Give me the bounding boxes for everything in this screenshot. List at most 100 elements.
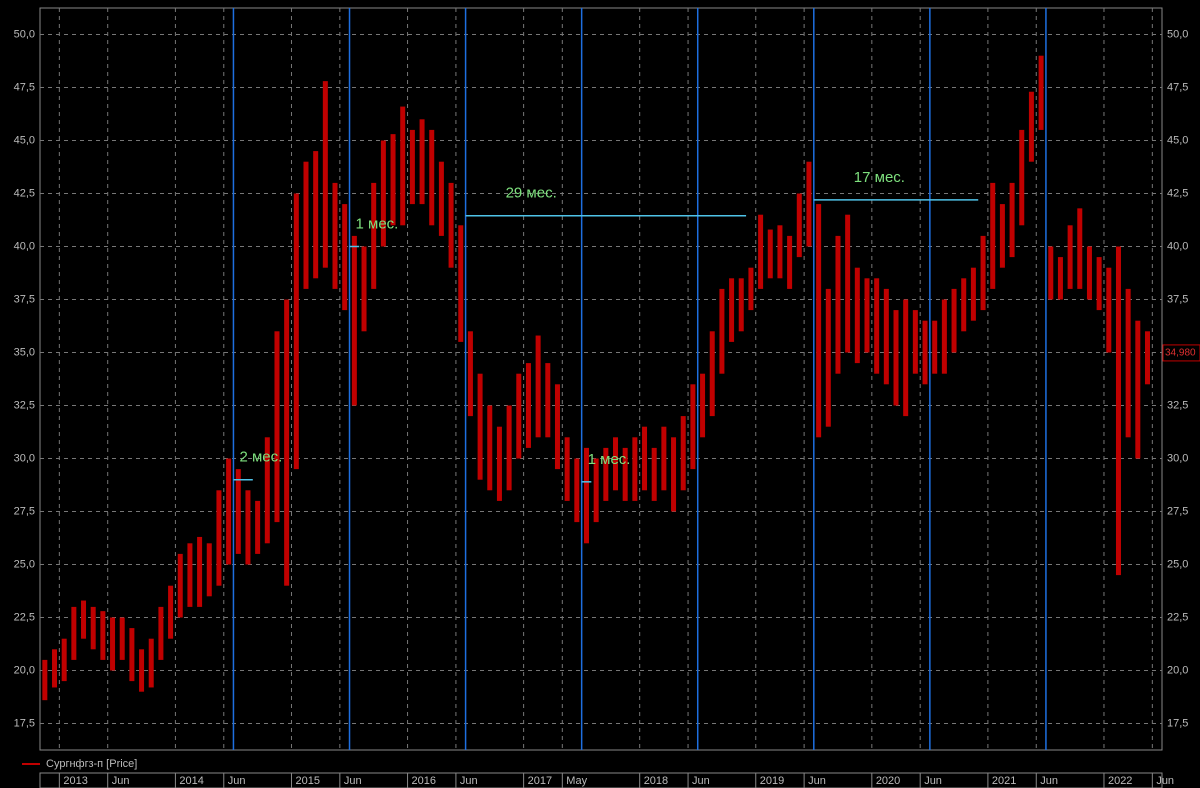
annotation-label: 2 мес.	[239, 449, 282, 466]
price-bar	[293, 193, 299, 470]
y-tick-label-right: 50,0	[1167, 28, 1188, 40]
price-bar	[719, 288, 725, 374]
price-bar	[554, 384, 560, 470]
y-tick-label-right: 30,0	[1167, 452, 1188, 464]
y-tick-label: 27,5	[14, 505, 35, 517]
price-bar	[1067, 225, 1073, 289]
price-bar	[980, 235, 986, 311]
price-bar	[1086, 246, 1092, 300]
price-bar	[274, 331, 280, 523]
price-bar	[748, 267, 754, 311]
price-bar	[284, 299, 290, 586]
price-bar	[970, 267, 976, 321]
price-bar	[777, 225, 783, 279]
price-bar	[477, 373, 483, 480]
price-bar	[893, 310, 899, 406]
annotation-label: 29 мес.	[506, 185, 557, 202]
y-tick-label: 22,5	[14, 611, 35, 623]
y-tick-label: 35,0	[14, 346, 35, 358]
x-tick-label: Jun	[228, 775, 246, 787]
price-bar	[216, 490, 222, 586]
x-tick-label: 2019	[760, 775, 784, 787]
price-bar	[632, 437, 638, 501]
price-bar	[419, 119, 425, 205]
price-bar	[951, 288, 957, 353]
price-bar	[467, 331, 473, 417]
x-tick-label: 2021	[992, 775, 1016, 787]
price-bar	[264, 437, 270, 544]
price-bar	[700, 373, 706, 438]
price-bar	[177, 553, 183, 618]
price-bar	[990, 182, 996, 289]
price-bar	[1009, 182, 1015, 258]
price-bar	[941, 299, 947, 374]
price-bar	[535, 335, 541, 438]
x-tick-label: 2016	[412, 775, 436, 787]
price-bar	[255, 500, 261, 554]
price-bar	[661, 426, 667, 491]
price-bar	[42, 659, 48, 701]
y-tick-label-right: 37,5	[1167, 293, 1188, 305]
price-bar	[351, 235, 357, 406]
price-bar	[342, 204, 348, 311]
plot-frame	[39, 7, 1163, 751]
price-bar	[187, 543, 193, 607]
price-bar	[206, 543, 212, 597]
annotation-label: 1 мес.	[356, 215, 399, 232]
price-bar	[332, 182, 338, 289]
price-bar	[1135, 320, 1141, 459]
price-bar	[148, 638, 154, 688]
price-bar	[642, 426, 648, 491]
price-bar	[1106, 267, 1112, 353]
y-tick-label: 17,5	[14, 717, 35, 729]
price-bar	[1038, 55, 1044, 130]
x-tick-label: 2018	[644, 775, 668, 787]
price-bar	[1057, 257, 1063, 300]
price-bar	[883, 288, 889, 385]
x-tick-label: 2017	[528, 775, 552, 787]
y-tick-label: 37,5	[14, 293, 35, 305]
price-bar	[110, 617, 116, 671]
annotation-label: 1 мес.	[588, 451, 631, 468]
y-tick-label-right: 32,5	[1167, 399, 1188, 411]
price-bar	[1019, 129, 1025, 226]
price-bar	[922, 320, 928, 385]
price-bar	[729, 278, 735, 342]
price-bar	[912, 310, 918, 374]
y-tick-label: 32,5	[14, 399, 35, 411]
price-bar	[680, 416, 686, 491]
y-tick-label-right: 45,0	[1167, 134, 1188, 146]
price-bar	[90, 606, 96, 650]
y-tick-label-right: 22,5	[1167, 611, 1188, 623]
price-bar	[235, 469, 241, 554]
price-bar	[361, 246, 367, 332]
x-tick-label: Jun	[344, 775, 362, 787]
price-bar	[903, 299, 909, 417]
price-bar	[1144, 331, 1150, 385]
price-bar	[758, 214, 764, 289]
price-bar	[671, 437, 677, 512]
y-tick-label: 42,5	[14, 187, 35, 199]
price-bar	[1115, 246, 1121, 576]
price-bar	[129, 628, 135, 682]
y-tick-label-right: 42,5	[1167, 187, 1188, 199]
price-bar	[371, 182, 377, 289]
x-tick-label: 2015	[295, 775, 319, 787]
price-bar	[119, 617, 125, 660]
y-tick-label-right: 47,5	[1167, 81, 1188, 93]
y-tick-label: 25,0	[14, 558, 35, 570]
price-bar	[574, 458, 580, 523]
price-bar	[709, 331, 715, 417]
price-bar	[835, 235, 841, 374]
price-bar	[999, 204, 1005, 268]
y-tick-label: 45,0	[14, 134, 35, 146]
x-tick-label: Jun	[1156, 775, 1174, 787]
price-bar	[322, 81, 328, 268]
x-tick-label: Jun	[924, 775, 942, 787]
x-tick-label: 2022	[1108, 775, 1132, 787]
price-bar	[390, 134, 396, 226]
price-bar	[738, 278, 744, 332]
price-bar	[100, 611, 106, 660]
y-tick-label: 30,0	[14, 452, 35, 464]
